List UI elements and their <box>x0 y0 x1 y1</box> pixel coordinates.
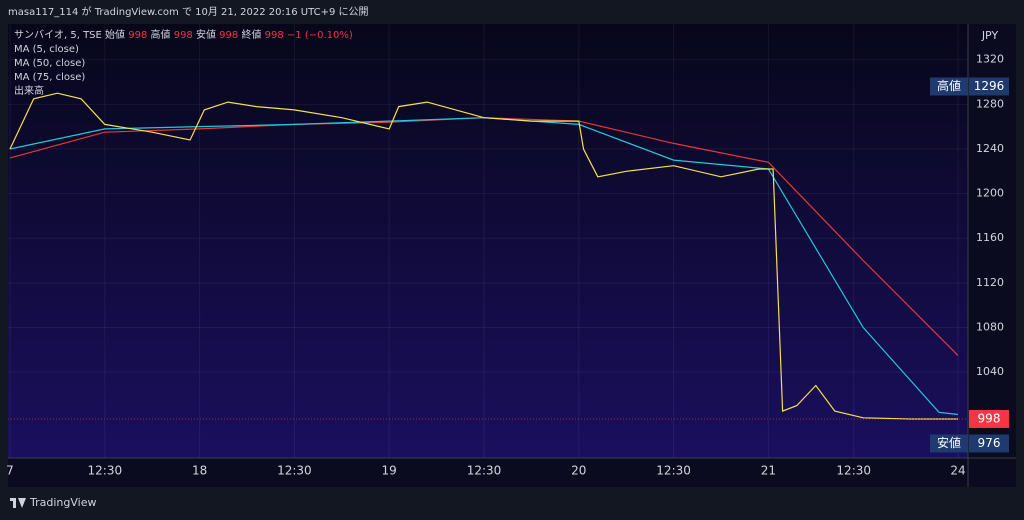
legend-indicator: MA (75, close) <box>14 72 85 83</box>
x-tick-label: 19 <box>382 464 397 478</box>
price-tag-value: 1296 <box>974 79 1005 93</box>
price-tag-name-box <box>930 77 968 96</box>
x-tick-label: 12:30 <box>656 464 691 478</box>
legend-indicator: 出来高 <box>14 84 44 97</box>
legend-text: 998 <box>219 30 238 41</box>
legend-text: 998 <box>174 30 193 41</box>
x-tick-label: 7 <box>6 464 14 478</box>
price-tag-value: 998 <box>978 411 1001 425</box>
legend-text: 終値 <box>241 28 261 41</box>
price-tag-name: 高値 <box>937 78 961 93</box>
legend-text: 安値 <box>196 28 216 41</box>
x-tick-label: 12:30 <box>277 464 312 478</box>
y-tick-label: 1280 <box>976 97 1004 110</box>
x-tick-label: 12:30 <box>467 464 502 478</box>
header: masa117_114 が TradingView.com で 10月 21, … <box>8 5 369 18</box>
legend-text: −1 (−0.10%) <box>287 30 353 41</box>
legend-text: サンバイオ, 5, TSE <box>14 29 102 41</box>
x-tick-label: 20 <box>571 464 586 478</box>
y-tick-label: 1240 <box>976 142 1004 155</box>
legend-text: 高値 <box>151 28 171 41</box>
legend-text: 998 <box>265 30 284 41</box>
legend-indicator: MA (5, close) <box>14 44 79 55</box>
y-tick-label: 1040 <box>976 365 1004 378</box>
price-tag-name: 安値 <box>937 435 961 450</box>
logo <box>10 498 26 508</box>
legend-text: 始値 <box>105 28 125 41</box>
x-tick-label: 12:30 <box>836 464 871 478</box>
price-tag <box>969 409 1009 428</box>
price-axis <box>968 24 1016 458</box>
price-tag <box>969 434 1009 453</box>
y-tick-label: 1160 <box>976 231 1004 244</box>
legend-indicator: MA (50, close) <box>14 58 85 69</box>
x-tick-label: 12:30 <box>88 464 123 478</box>
x-tick-label: 18 <box>192 464 207 478</box>
footer: TradingView <box>29 496 96 509</box>
x-tick-label: 21 <box>761 464 776 478</box>
time-axis <box>8 458 1016 487</box>
legend-row: サンバイオ, 5, TSE 始値 998 高値 998 安値 998 終値 99… <box>14 28 353 41</box>
y-tick-label: 1120 <box>976 276 1004 289</box>
plot-area <box>8 24 968 458</box>
ma-line <box>9 92 958 420</box>
x-tick-label: 24 <box>950 464 965 478</box>
y-tick-label: 1200 <box>976 187 1004 200</box>
y-tick-label: 1080 <box>976 320 1004 333</box>
price-tag-value: 976 <box>978 436 1001 450</box>
price-tag <box>969 77 1009 96</box>
price-tag-name-box <box>930 434 968 453</box>
legend-text: 998 <box>128 30 147 41</box>
y-axis-label: JPY <box>981 29 999 42</box>
legend: サンバイオ, 5, TSE 始値 998 高値 998 安値 998 終値 99… <box>14 28 353 97</box>
y-tick-label: 1320 <box>976 53 1004 66</box>
